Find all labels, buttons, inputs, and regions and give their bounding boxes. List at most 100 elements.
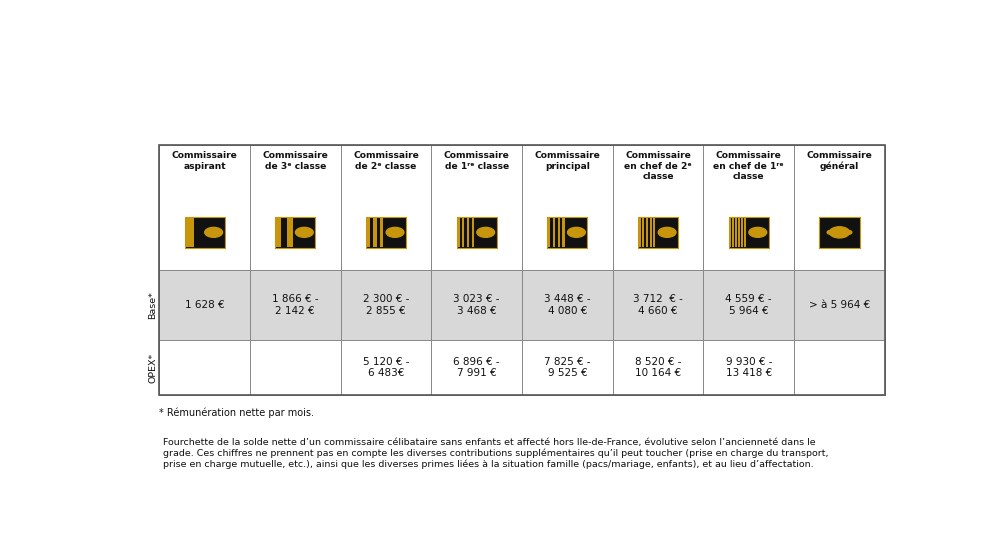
- Bar: [456, 217, 497, 248]
- Bar: [649, 218, 651, 246]
- Bar: [159, 270, 250, 340]
- Circle shape: [749, 227, 767, 237]
- Bar: [653, 218, 655, 246]
- Bar: [741, 218, 743, 246]
- Bar: [367, 218, 370, 246]
- Bar: [729, 217, 769, 248]
- Circle shape: [205, 227, 222, 237]
- Bar: [431, 270, 522, 340]
- Bar: [613, 340, 703, 395]
- Bar: [744, 218, 746, 246]
- Bar: [638, 218, 640, 246]
- Bar: [548, 218, 551, 246]
- Bar: [820, 217, 860, 248]
- Bar: [462, 218, 464, 246]
- Text: 1 628 €: 1 628 €: [185, 300, 224, 310]
- Bar: [374, 218, 376, 246]
- Bar: [184, 217, 225, 248]
- Bar: [366, 217, 406, 248]
- Text: Commissaire
aspirant: Commissaire aspirant: [171, 151, 237, 171]
- Bar: [794, 340, 884, 395]
- Bar: [431, 340, 522, 395]
- Circle shape: [296, 227, 313, 237]
- Bar: [562, 218, 565, 246]
- Text: 9 930 € -
13 418 €: 9 930 € - 13 418 €: [725, 357, 772, 378]
- Circle shape: [658, 227, 676, 237]
- Text: 2 300 € -
2 855 €: 2 300 € - 2 855 €: [363, 294, 409, 316]
- Text: Commissaire
en chef de 2ᵉ
classe: Commissaire en chef de 2ᵉ classe: [624, 151, 692, 181]
- Bar: [522, 270, 613, 340]
- Text: Commissaire
général: Commissaire général: [807, 151, 872, 171]
- Text: Commissaire
de 3ᵉ classe: Commissaire de 3ᵉ classe: [262, 151, 329, 171]
- Text: Commissaire
de 2ᵉ classe: Commissaire de 2ᵉ classe: [353, 151, 419, 171]
- Bar: [159, 340, 250, 395]
- Text: 5 120 € -
6 483€: 5 120 € - 6 483€: [363, 357, 409, 378]
- Bar: [379, 218, 383, 246]
- Bar: [276, 218, 282, 246]
- Bar: [638, 217, 678, 248]
- Text: > à 5 964 €: > à 5 964 €: [809, 300, 871, 310]
- Bar: [341, 340, 431, 395]
- Bar: [275, 217, 316, 248]
- Bar: [250, 340, 341, 395]
- Bar: [703, 270, 794, 340]
- Bar: [250, 270, 341, 340]
- Bar: [185, 218, 193, 246]
- Bar: [729, 217, 769, 248]
- Circle shape: [827, 230, 834, 234]
- Bar: [159, 145, 250, 270]
- Bar: [732, 218, 734, 246]
- Bar: [703, 145, 794, 270]
- Text: 3 712  € -
4 660 €: 3 712 € - 4 660 €: [633, 294, 683, 316]
- Text: 3 023 € -
3 468 €: 3 023 € - 3 468 €: [453, 294, 500, 316]
- Bar: [366, 217, 406, 248]
- Text: Fourchette de la solde nette d’un commissaire célibataire sans enfants et affect: Fourchette de la solde nette d’un commis…: [163, 438, 829, 469]
- Bar: [738, 218, 740, 246]
- Bar: [646, 218, 648, 246]
- Circle shape: [386, 227, 404, 237]
- Bar: [159, 145, 884, 395]
- Bar: [471, 218, 474, 246]
- Bar: [457, 218, 460, 246]
- Bar: [703, 340, 794, 395]
- Text: * Rémunération nette par mois.: * Rémunération nette par mois.: [159, 408, 314, 418]
- Bar: [729, 218, 731, 246]
- Bar: [522, 145, 613, 270]
- Bar: [184, 217, 225, 248]
- Circle shape: [845, 230, 852, 234]
- Bar: [250, 145, 341, 270]
- Bar: [794, 270, 884, 340]
- Bar: [794, 145, 884, 270]
- Bar: [642, 218, 644, 246]
- Text: 6 896 € -
7 991 €: 6 896 € - 7 991 €: [453, 357, 500, 378]
- Bar: [287, 218, 293, 246]
- Text: 4 559 € -
5 964 €: 4 559 € - 5 964 €: [725, 294, 772, 316]
- Text: Commissaire
principal: Commissaire principal: [535, 151, 601, 171]
- Bar: [275, 217, 316, 248]
- Bar: [522, 340, 613, 395]
- Bar: [613, 270, 703, 340]
- Text: OPEX*: OPEX*: [148, 352, 157, 382]
- Bar: [456, 217, 497, 248]
- Bar: [613, 145, 703, 270]
- Text: Commissaire
de 1ʳᵉ classe: Commissaire de 1ʳᵉ classe: [444, 151, 510, 171]
- Bar: [548, 217, 588, 248]
- Bar: [558, 218, 560, 246]
- Circle shape: [477, 227, 495, 237]
- Bar: [341, 270, 431, 340]
- Bar: [638, 217, 678, 248]
- Text: 1 866 € -
2 142 €: 1 866 € - 2 142 €: [272, 294, 319, 316]
- Bar: [431, 145, 522, 270]
- Bar: [735, 218, 737, 246]
- Bar: [548, 217, 588, 248]
- Circle shape: [830, 227, 850, 238]
- Text: 8 520 € -
10 164 €: 8 520 € - 10 164 €: [634, 357, 681, 378]
- Text: 3 448 € -
4 080 €: 3 448 € - 4 080 €: [544, 294, 591, 316]
- Circle shape: [568, 227, 586, 237]
- Text: Base*: Base*: [148, 291, 157, 319]
- Bar: [553, 218, 555, 246]
- Bar: [820, 217, 860, 248]
- Text: Commissaire
en chef de 1ʳᵉ
classe: Commissaire en chef de 1ʳᵉ classe: [713, 151, 784, 181]
- Bar: [467, 218, 469, 246]
- Bar: [341, 145, 431, 270]
